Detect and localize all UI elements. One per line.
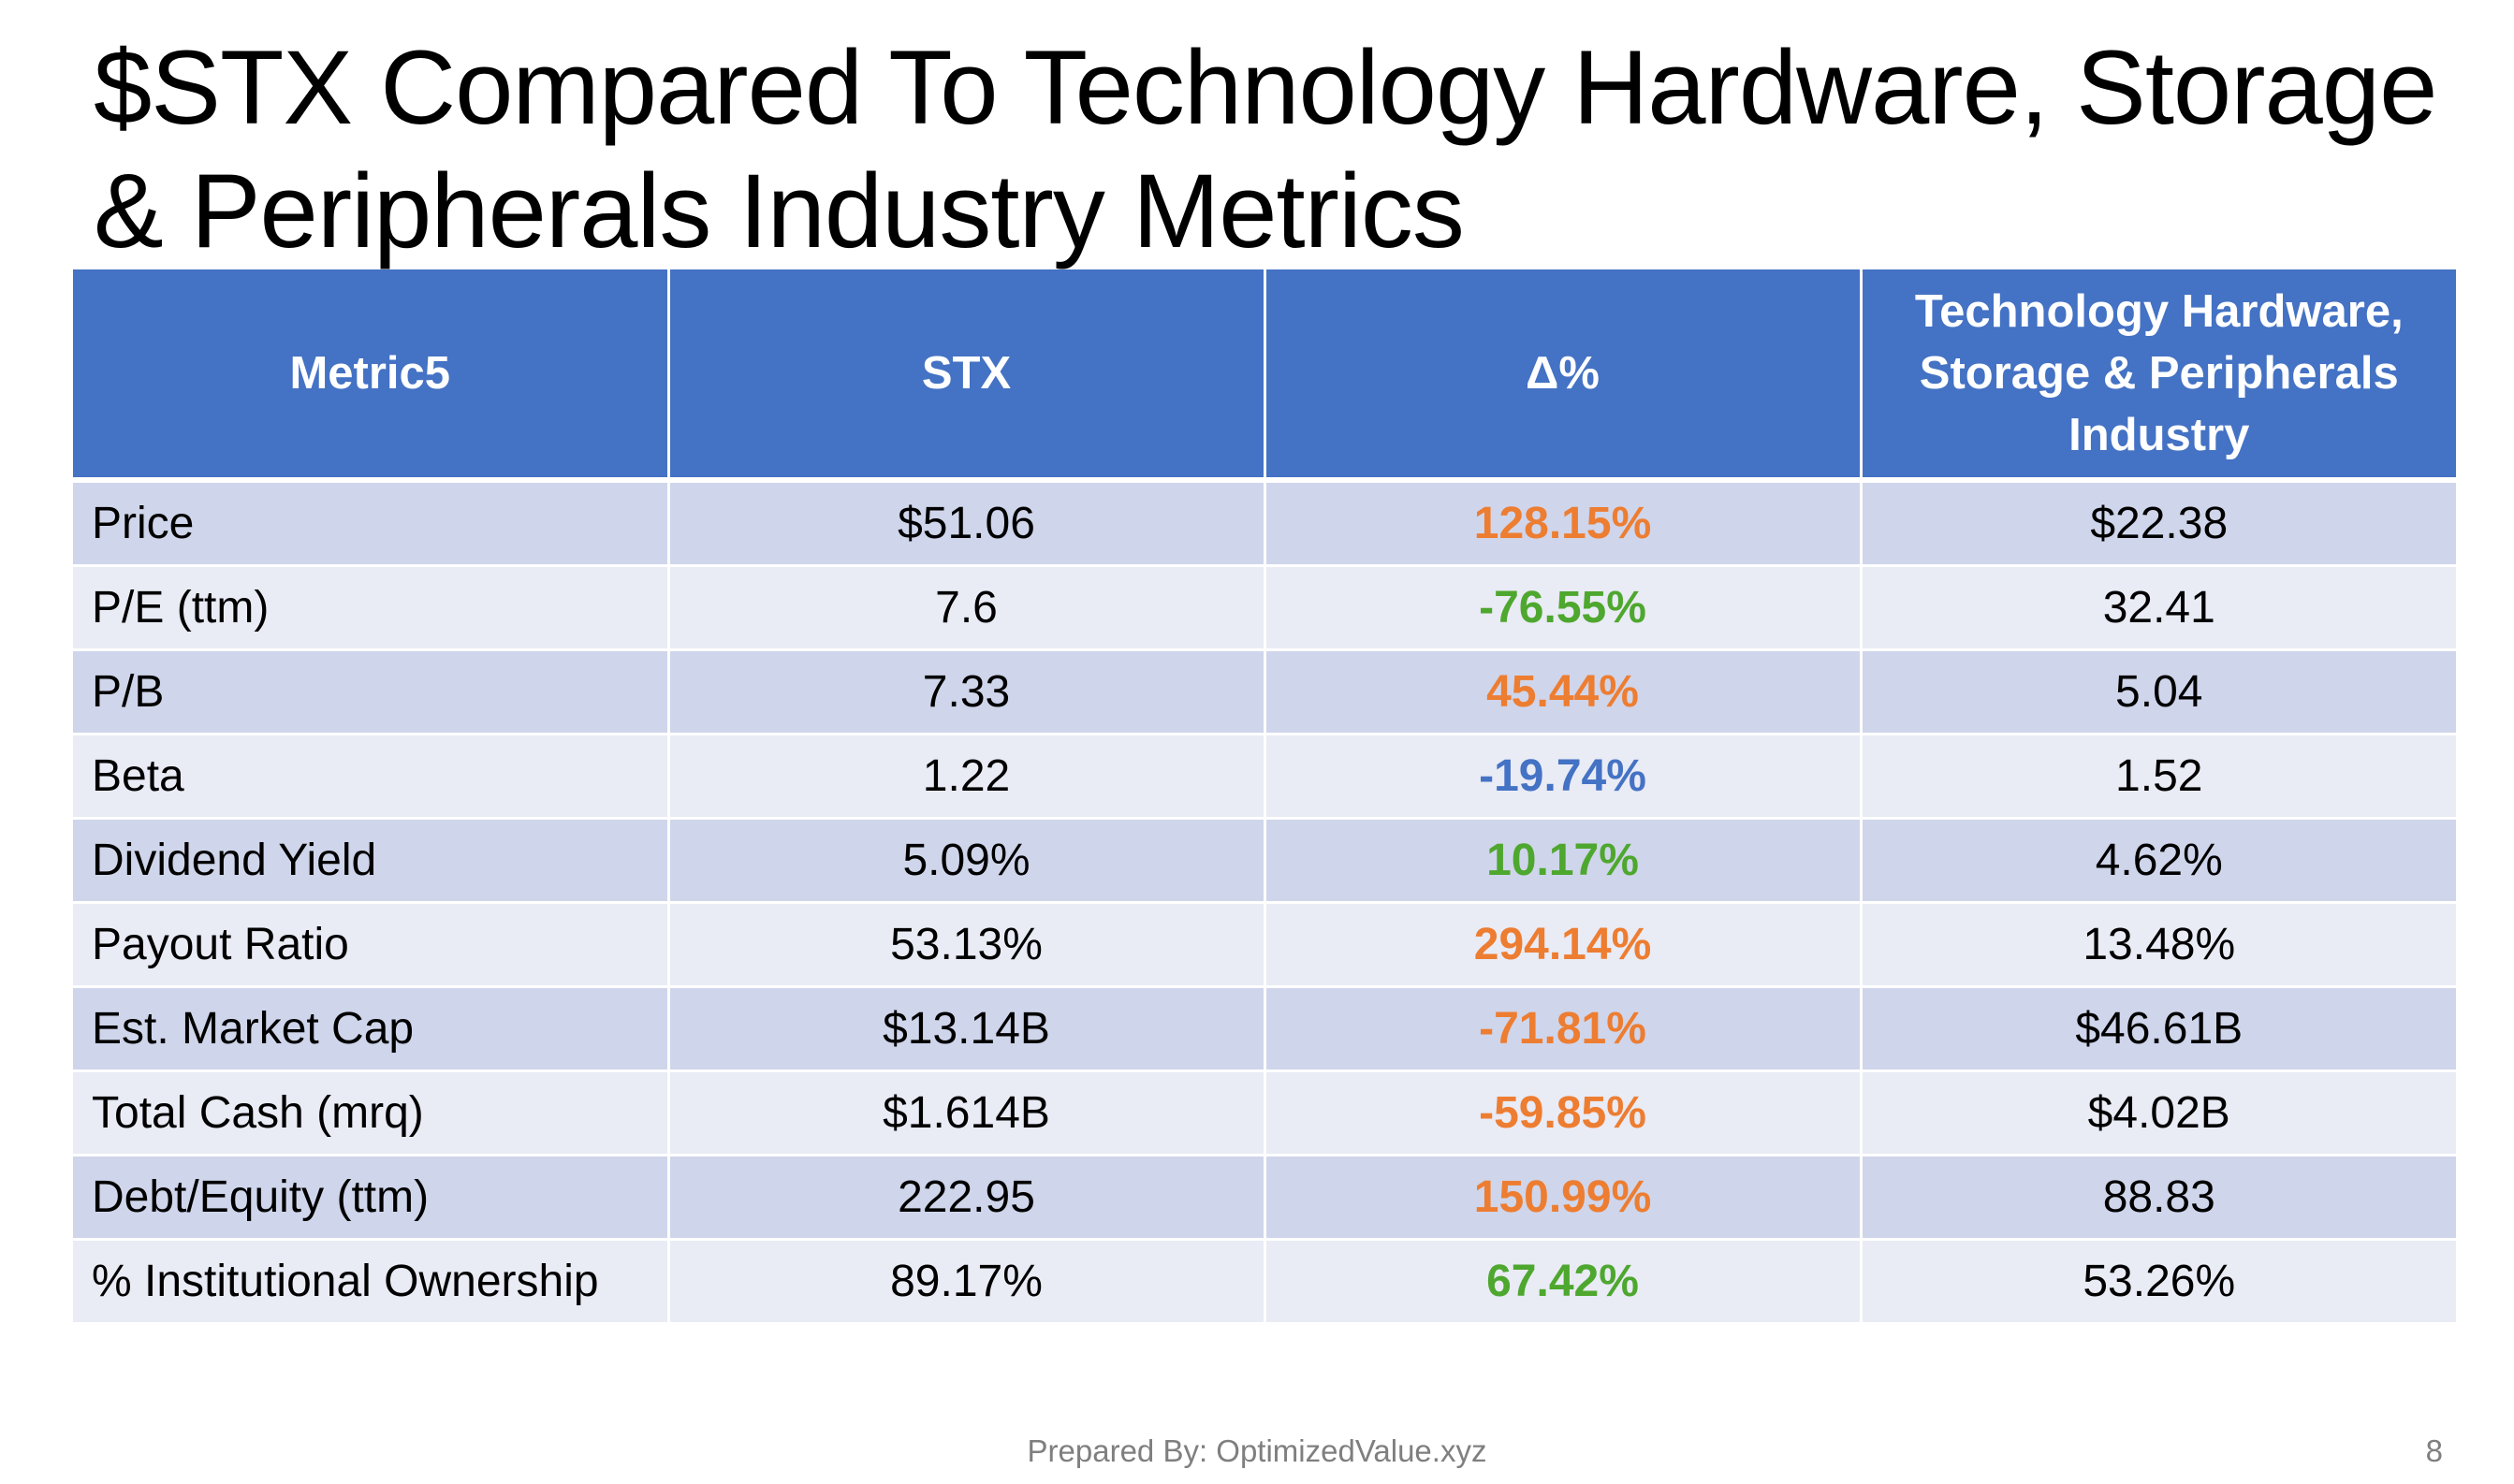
delta-percent-cell: -76.55% (1264, 565, 1863, 651)
metric-name-cell: % Institutional Ownership (73, 1239, 670, 1325)
delta-percent-cell: -59.85% (1264, 1070, 1863, 1157)
delta-percent-cell: 294.14% (1264, 902, 1863, 988)
table-row: % Institutional Ownership 89.17% 67.42% 53.… (73, 1239, 2456, 1325)
table-body: Price $51.06 128.15% $22.38 P/E (ttm) 7.6 -76.… (73, 480, 2456, 1325)
header-delta-percent: Δ% (1264, 269, 1863, 483)
industry-value-cell: $46.61B (1861, 986, 2456, 1072)
table-row: Debt/Equity (ttm) 222.95 150.99% 88.83 (73, 1155, 2456, 1241)
stx-value-cell: 53.13% (668, 902, 1266, 988)
slide-number: 8 (2425, 1433, 2443, 1468)
stx-value-cell: $1.614B (668, 1070, 1266, 1157)
stx-value-cell: $13.14B (668, 986, 1266, 1072)
delta-percent-cell: -19.74% (1264, 734, 1863, 820)
industry-value-cell: $22.38 (1861, 480, 2456, 567)
table-row: P/E (ttm) 7.6 -76.55% 32.41 (73, 565, 2456, 651)
table-row: Beta 1.22 -19.74% 1.52 (73, 734, 2456, 820)
slide-title: $STX Compared To Technology Hardware, St… (94, 26, 2452, 273)
delta-percent-cell: -71.81% (1264, 986, 1863, 1072)
header-metric: Metric5 (73, 269, 670, 483)
metric-name-cell: Payout Ratio (73, 902, 670, 988)
stx-value-cell: 222.95 (668, 1155, 1266, 1241)
metric-name-cell: Total Cash (mrq) (73, 1070, 670, 1157)
metrics-comparison-table: Metric5 STX Δ% Technology Hardware, Stor… (73, 269, 2456, 1325)
industry-value-cell: 5.04 (1861, 649, 2456, 735)
header-stx: STX (668, 269, 1266, 483)
footer-prepared-by: Prepared By: OptimizedValue.xyz (1027, 1433, 1487, 1468)
title-line-1: $STX Compared To Technology Hardware, St… (94, 29, 2437, 146)
metric-name-cell: Dividend Yield (73, 818, 670, 904)
industry-value-cell: 1.52 (1861, 734, 2456, 820)
industry-value-cell: 13.48% (1861, 902, 2456, 988)
industry-value-cell: $4.02B (1861, 1070, 2456, 1157)
table-row: Price $51.06 128.15% $22.38 (73, 480, 2456, 567)
table-row: Dividend Yield 5.09% 10.17% 4.62% (73, 818, 2456, 904)
industry-value-cell: 32.41 (1861, 565, 2456, 651)
stx-value-cell: 1.22 (668, 734, 1266, 820)
stx-value-cell: 5.09% (668, 818, 1266, 904)
delta-percent-cell: 10.17% (1264, 818, 1863, 904)
industry-value-cell: 53.26% (1861, 1239, 2456, 1325)
title-line-2: & Peripherals Industry Metrics (94, 153, 1465, 269)
table-row: Est. Market Cap $13.14B -71.81% $46.61B (73, 986, 2456, 1072)
metric-name-cell: Est. Market Cap (73, 986, 670, 1072)
stx-value-cell: $51.06 (668, 480, 1266, 567)
delta-percent-cell: 128.15% (1264, 480, 1863, 567)
delta-percent-cell: 45.44% (1264, 649, 1863, 735)
stx-value-cell: 7.6 (668, 565, 1266, 651)
stx-value-cell: 89.17% (668, 1239, 1266, 1325)
header-industry: Technology Hardware, Storage & Periphera… (1861, 269, 2456, 483)
table-header-row: Metric5 STX Δ% Technology Hardware, Stor… (73, 269, 2456, 483)
table-row: Payout Ratio 53.13% 294.14% 13.48% (73, 902, 2456, 988)
metric-name-cell: Price (73, 480, 670, 567)
table-row: Total Cash (mrq) $1.614B -59.85% $4.02B (73, 1070, 2456, 1157)
metric-name-cell: Beta (73, 734, 670, 820)
table-row: P/B 7.33 45.44% 5.04 (73, 649, 2456, 735)
metric-name-cell: P/E (ttm) (73, 565, 670, 651)
industry-value-cell: 4.62% (1861, 818, 2456, 904)
metric-name-cell: Debt/Equity (ttm) (73, 1155, 670, 1241)
delta-percent-cell: 150.99% (1264, 1155, 1863, 1241)
delta-percent-cell: 67.42% (1264, 1239, 1863, 1325)
metric-name-cell: P/B (73, 649, 670, 735)
stx-value-cell: 7.33 (668, 649, 1266, 735)
industry-value-cell: 88.83 (1861, 1155, 2456, 1241)
